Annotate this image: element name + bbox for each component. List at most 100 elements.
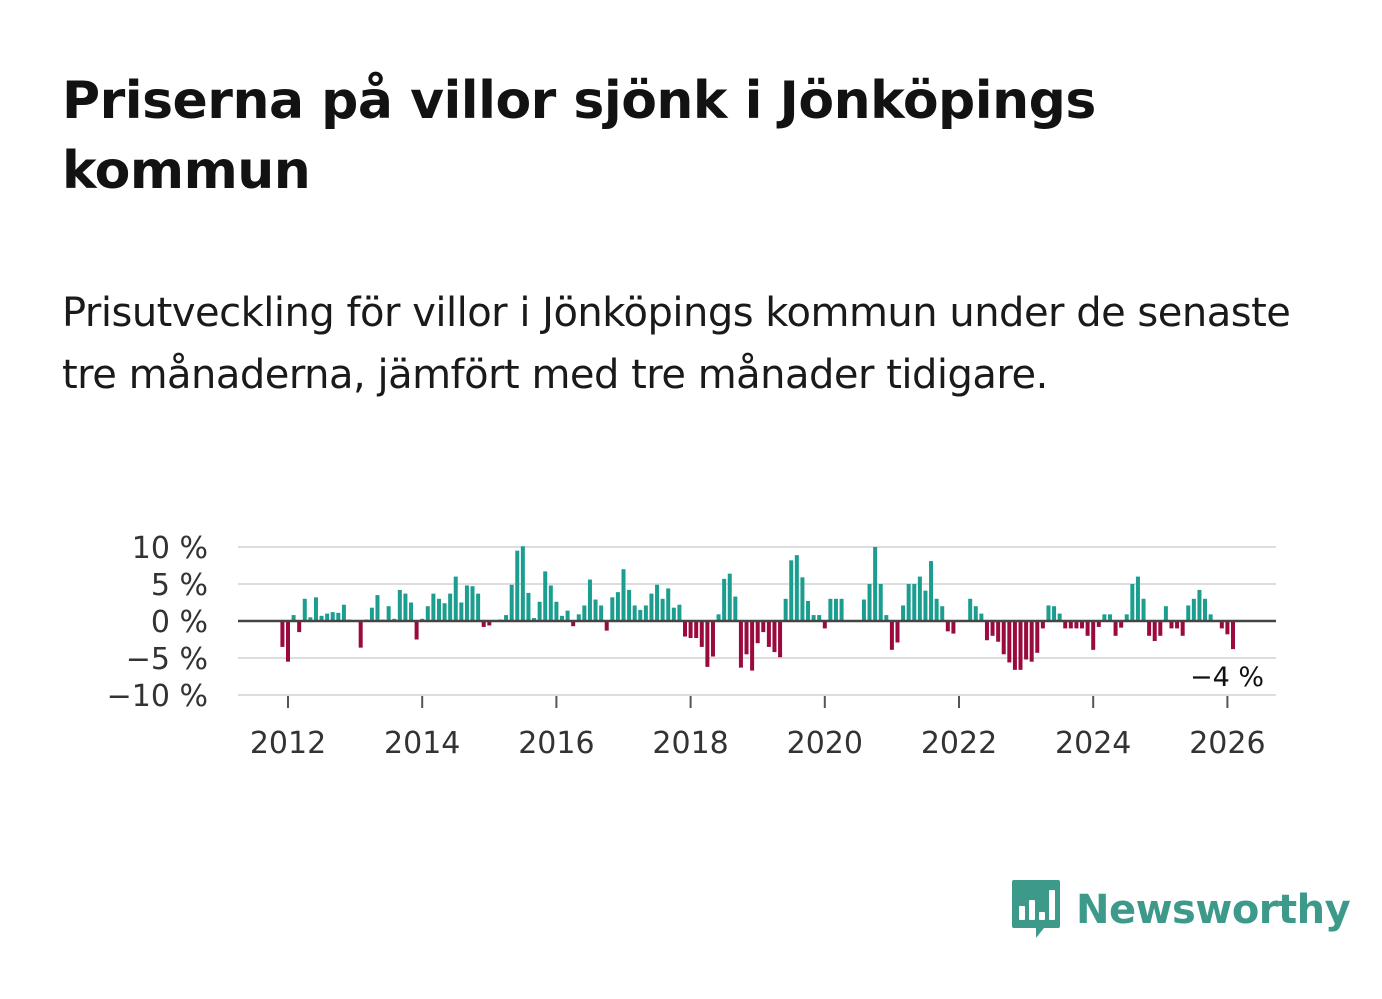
bar (1141, 598, 1146, 621)
bar (817, 615, 822, 621)
bar (1169, 621, 1174, 629)
bar (1135, 576, 1140, 621)
bar (1091, 621, 1096, 650)
y-tick-label: −10 % (107, 679, 208, 714)
bar (453, 576, 458, 621)
bar (940, 606, 945, 621)
bar (806, 601, 811, 621)
bar (694, 621, 699, 639)
bar (1080, 621, 1085, 629)
bar (833, 598, 838, 621)
bar (766, 621, 771, 647)
x-tick-label: 2022 (921, 726, 997, 761)
bar (1152, 621, 1157, 641)
bar (811, 615, 816, 621)
bar (1057, 613, 1062, 621)
bar (559, 615, 564, 621)
gridlines (238, 546, 1276, 696)
bar (632, 605, 637, 621)
bar (945, 621, 950, 632)
x-tick-label: 2020 (787, 726, 863, 761)
bar (459, 602, 464, 621)
bar (397, 589, 402, 621)
bar (750, 621, 755, 671)
bar (761, 621, 766, 633)
bar (1186, 605, 1191, 621)
bar (1102, 614, 1107, 621)
bar (666, 588, 671, 621)
bar (543, 571, 548, 621)
bar (297, 621, 302, 633)
bar (548, 585, 553, 621)
bar (604, 621, 609, 631)
bar (934, 598, 939, 621)
bar (923, 590, 928, 621)
bar (599, 605, 604, 621)
bar (436, 598, 441, 621)
bar (873, 547, 878, 621)
bar (319, 615, 324, 621)
bar (783, 598, 788, 621)
newsworthy-logo: Newsworthy (1010, 878, 1351, 942)
bar (1107, 614, 1112, 621)
bar (884, 615, 889, 621)
bar (822, 621, 827, 629)
bar (1063, 621, 1068, 629)
bar (515, 550, 520, 621)
x-tick-label: 2018 (652, 726, 728, 761)
bar (839, 598, 844, 621)
bar (789, 560, 794, 621)
bar (878, 584, 883, 621)
bar (532, 618, 537, 621)
bar (425, 606, 430, 621)
bar (587, 579, 592, 621)
bar (520, 546, 525, 621)
bar (526, 592, 531, 621)
bar (996, 621, 1001, 642)
bar (716, 614, 721, 621)
bar (643, 605, 648, 621)
bar (325, 613, 330, 621)
bar (867, 584, 872, 621)
bar (895, 621, 900, 643)
bar (649, 593, 654, 621)
bar (571, 621, 576, 627)
y-tick-label: 5 % (151, 568, 208, 603)
bar (464, 585, 469, 621)
bar (1124, 614, 1129, 621)
bar (968, 598, 973, 621)
bar (1119, 621, 1124, 628)
bar (386, 606, 391, 621)
bar (929, 561, 934, 621)
bar (1024, 621, 1029, 660)
bar (794, 555, 799, 621)
bar (688, 621, 693, 639)
last-value-label: −4 % (1190, 662, 1264, 693)
bar (655, 584, 660, 621)
bar (660, 598, 665, 621)
bar (738, 621, 743, 668)
bar (984, 621, 989, 641)
bar (1113, 621, 1118, 636)
bar (733, 596, 738, 621)
bar (375, 595, 380, 621)
y-tick-label: 10 % (132, 531, 208, 566)
bar (772, 621, 777, 653)
bar (1230, 621, 1235, 650)
bar (1180, 621, 1185, 636)
bars (280, 546, 1235, 671)
bar (705, 621, 710, 667)
bar (1074, 621, 1079, 629)
bar (951, 621, 956, 634)
bar (912, 584, 917, 621)
bar (889, 621, 894, 650)
x-axis: 2012 2014 2016 2018 2020 2022 2024 2026 (250, 696, 1266, 761)
bar (487, 621, 492, 626)
bar (330, 612, 335, 621)
bar (576, 614, 581, 621)
bar (341, 604, 346, 621)
bar (683, 621, 688, 637)
bar (1163, 606, 1168, 621)
bar (1040, 621, 1045, 629)
bar (414, 621, 419, 640)
